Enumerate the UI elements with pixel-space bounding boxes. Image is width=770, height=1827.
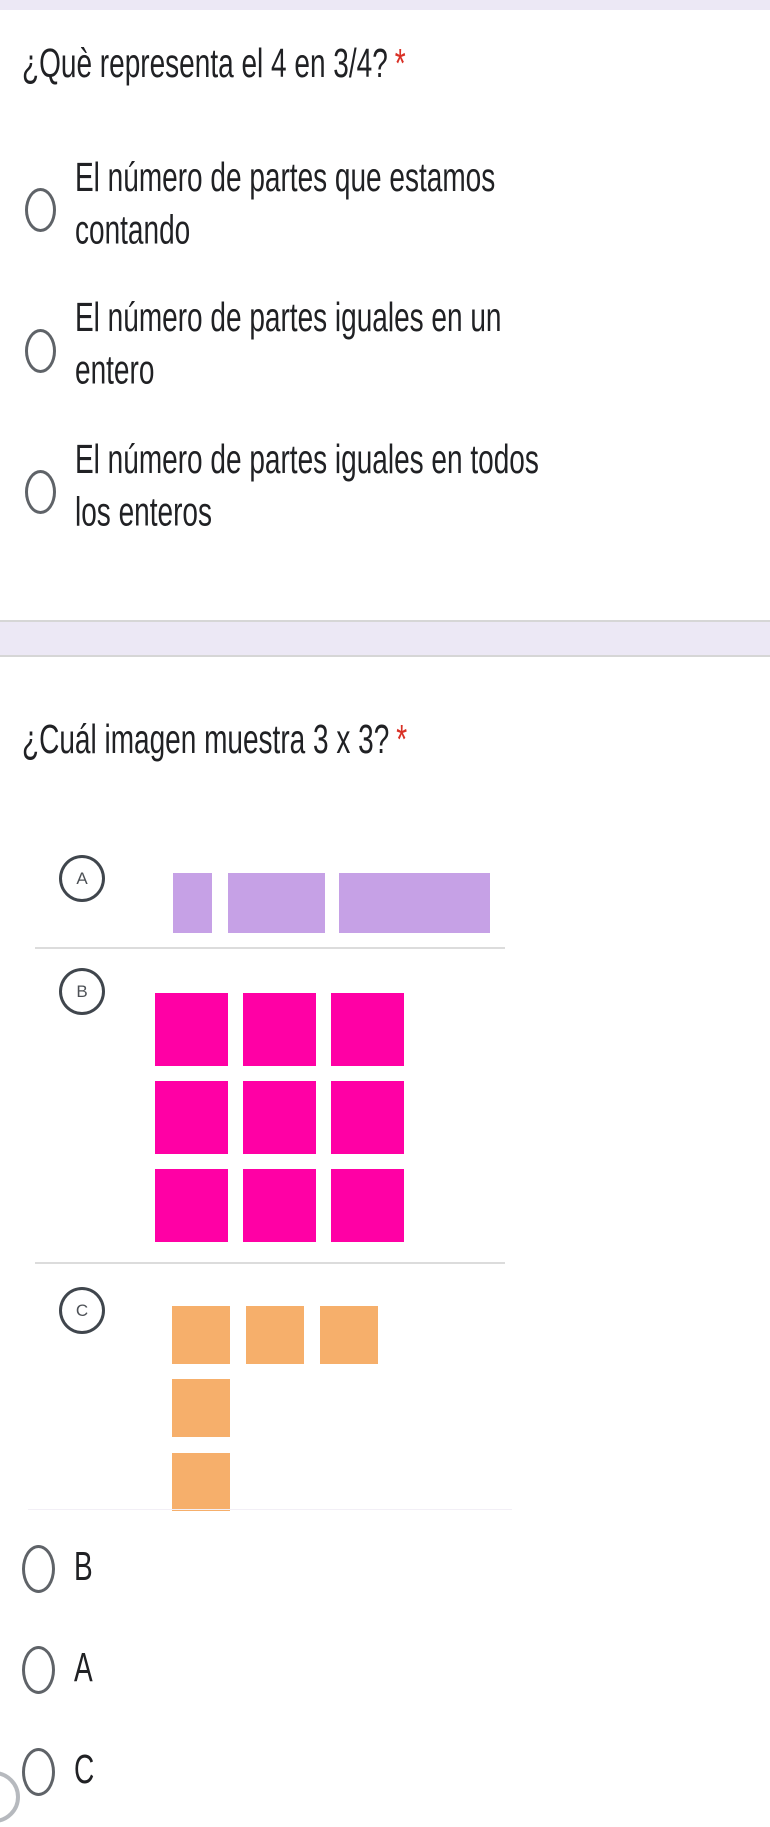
figure-label-a: A bbox=[59, 855, 105, 902]
option-text-line: El número de partes iguales en un bbox=[75, 294, 502, 340]
question1-title: ¿Què representa el 4 en 3/4? * bbox=[22, 35, 406, 86]
magenta-square bbox=[243, 1081, 316, 1154]
question2-answer-c-label[interactable]: C bbox=[74, 1744, 94, 1796]
question1-option1-label[interactable]: El número de partes que estamos contando bbox=[75, 152, 495, 256]
purple-bar-small bbox=[173, 873, 212, 933]
orange-square bbox=[246, 1306, 304, 1364]
magenta-square bbox=[155, 993, 228, 1066]
magenta-square bbox=[243, 993, 316, 1066]
orange-square bbox=[172, 1453, 230, 1511]
option-text-line: El número de partes iguales en todos bbox=[75, 436, 539, 482]
question2-answer-a-label[interactable]: A bbox=[74, 1642, 93, 1694]
required-asterisk-q1: * bbox=[394, 40, 406, 86]
question2-title-text: ¿Cuál imagen muestra 3 x 3? bbox=[22, 716, 390, 762]
question2-answer-c-radio[interactable] bbox=[22, 1748, 55, 1796]
purple-bar-large bbox=[339, 873, 490, 933]
partial-circle-icon bbox=[0, 1771, 20, 1823]
option-text-line: El número de partes que estamos bbox=[75, 154, 496, 200]
question1-title-text: ¿Què representa el 4 en 3/4? bbox=[22, 40, 388, 86]
magenta-square bbox=[243, 1169, 316, 1242]
figure-label-c: C bbox=[59, 1287, 105, 1334]
magenta-square bbox=[331, 1169, 404, 1242]
orange-square bbox=[320, 1306, 378, 1364]
magenta-square bbox=[331, 1081, 404, 1154]
option-text-line: entero bbox=[75, 347, 155, 393]
figure-label-c-text: C bbox=[75, 1300, 89, 1320]
option-text-line: los enteros bbox=[75, 489, 212, 535]
figure-label-b: B bbox=[59, 968, 105, 1015]
question1-option2-radio[interactable] bbox=[25, 329, 56, 373]
figure-label-a-text: A bbox=[76, 868, 88, 888]
question2-answer-b-radio[interactable] bbox=[22, 1545, 55, 1593]
question1-option1-radio[interactable] bbox=[25, 188, 56, 232]
answer-letter: A bbox=[74, 1644, 93, 1690]
page-top-strip bbox=[0, 0, 770, 10]
question1-option2-label[interactable]: El número de partes iguales en un entero bbox=[75, 292, 502, 396]
figure-divider-line bbox=[35, 1262, 505, 1264]
answer-letter: C bbox=[74, 1746, 95, 1792]
question2-answer-a-radio[interactable] bbox=[22, 1646, 55, 1694]
magenta-square bbox=[331, 993, 404, 1066]
figure-divider-line bbox=[35, 947, 505, 949]
figure-label-b-text: B bbox=[76, 981, 88, 1001]
figure-bottom-edge bbox=[28, 1509, 512, 1510]
section-divider bbox=[0, 620, 770, 657]
magenta-square bbox=[155, 1169, 228, 1242]
question2-title: ¿Cuál imagen muestra 3 x 3? * bbox=[22, 711, 407, 762]
answer-letter: B bbox=[74, 1543, 93, 1589]
option-text-line: contando bbox=[75, 207, 191, 253]
question1-option3-label[interactable]: El número de partes iguales en todos los… bbox=[75, 434, 539, 538]
orange-square bbox=[172, 1306, 230, 1364]
question2-answer-b-label[interactable]: B bbox=[74, 1541, 93, 1593]
purple-bar-medium bbox=[228, 873, 325, 933]
required-asterisk-q2: * bbox=[396, 716, 408, 762]
orange-square bbox=[172, 1379, 230, 1437]
magenta-square bbox=[155, 1081, 228, 1154]
question1-option3-radio[interactable] bbox=[25, 470, 56, 514]
